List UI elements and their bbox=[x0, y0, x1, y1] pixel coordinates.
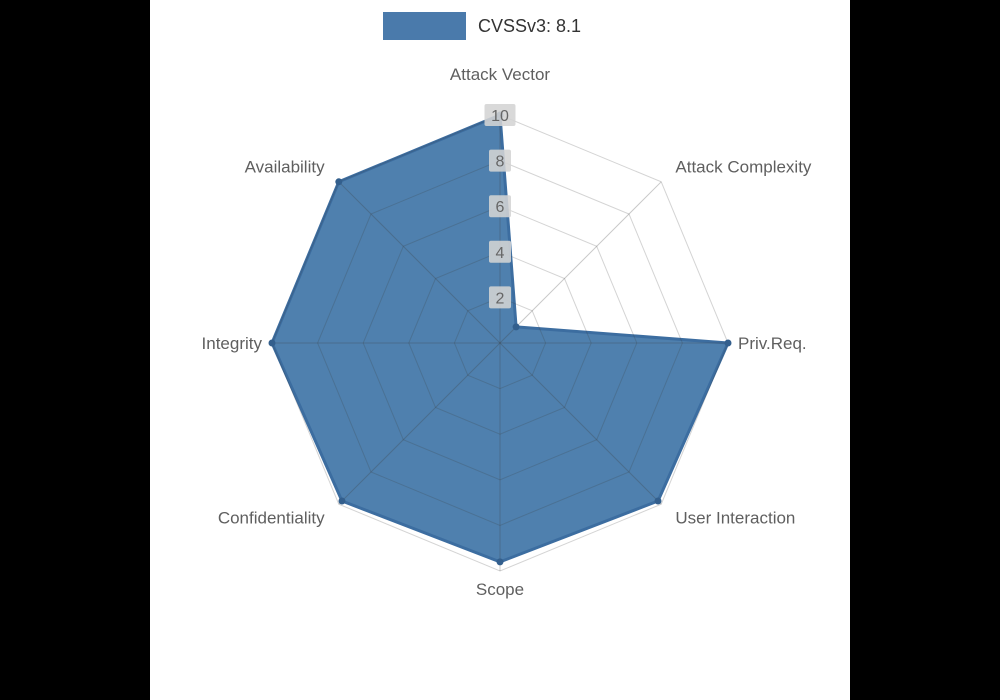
legend: CVSSv3: 8.1 bbox=[383, 12, 581, 40]
tick-label: 8 bbox=[496, 154, 505, 171]
series-vertex-marker bbox=[338, 497, 346, 505]
grid-ring bbox=[408, 251, 592, 435]
tick-label-bg bbox=[489, 286, 511, 309]
radar-chart: 2 4 6 8 10 Attack Vector Attack Complexity Priv… bbox=[202, 65, 812, 599]
legend-label: CVSSv3: 8.1 bbox=[478, 15, 582, 36]
grid-ring bbox=[453, 296, 547, 390]
legend-swatch bbox=[383, 12, 466, 40]
grid-ring bbox=[317, 160, 683, 526]
tick-label-bg bbox=[489, 149, 511, 172]
axis-label-integrity: Integrity bbox=[202, 334, 263, 353]
axis-label-availability: Availability bbox=[245, 158, 326, 177]
series-vertex-marker bbox=[512, 323, 520, 331]
grid-ring bbox=[271, 114, 729, 572]
axis-label-confidentiality: Confidentiality bbox=[218, 508, 325, 527]
axis-label-scope: Scope bbox=[476, 580, 524, 599]
tick-label-bg bbox=[489, 195, 511, 218]
grid-spoke bbox=[499, 181, 662, 344]
tick-label: 4 bbox=[496, 245, 505, 262]
series-vertex-marker bbox=[496, 558, 504, 566]
series-vertex-marker bbox=[724, 339, 732, 347]
series-vertex-marker bbox=[335, 178, 343, 186]
tick-label-bg bbox=[484, 104, 516, 126]
tick-label: 2 bbox=[496, 290, 505, 307]
axis-label-priv-req: Priv.Req. bbox=[738, 334, 807, 353]
grid-spoke bbox=[338, 181, 501, 344]
grid-spoke bbox=[338, 342, 501, 505]
axis-label-attack-complexity: Attack Complexity bbox=[675, 158, 812, 177]
axis-label-user-interaction: User Interaction bbox=[675, 508, 795, 527]
series-vertex-marker bbox=[654, 497, 662, 505]
radar-figure: CVSSv3: 8.1 2 4 6 8 10 Attack Vector Attack Co… bbox=[150, 0, 850, 700]
tick-label: 6 bbox=[496, 199, 505, 216]
tick-label-bg bbox=[489, 240, 511, 263]
series-vertex-marker bbox=[268, 339, 276, 347]
grid-ring bbox=[362, 205, 638, 481]
axis-label-attack-vector: Attack Vector bbox=[450, 65, 550, 84]
grid-spoke bbox=[499, 342, 662, 505]
tick-label: 10 bbox=[491, 108, 509, 125]
